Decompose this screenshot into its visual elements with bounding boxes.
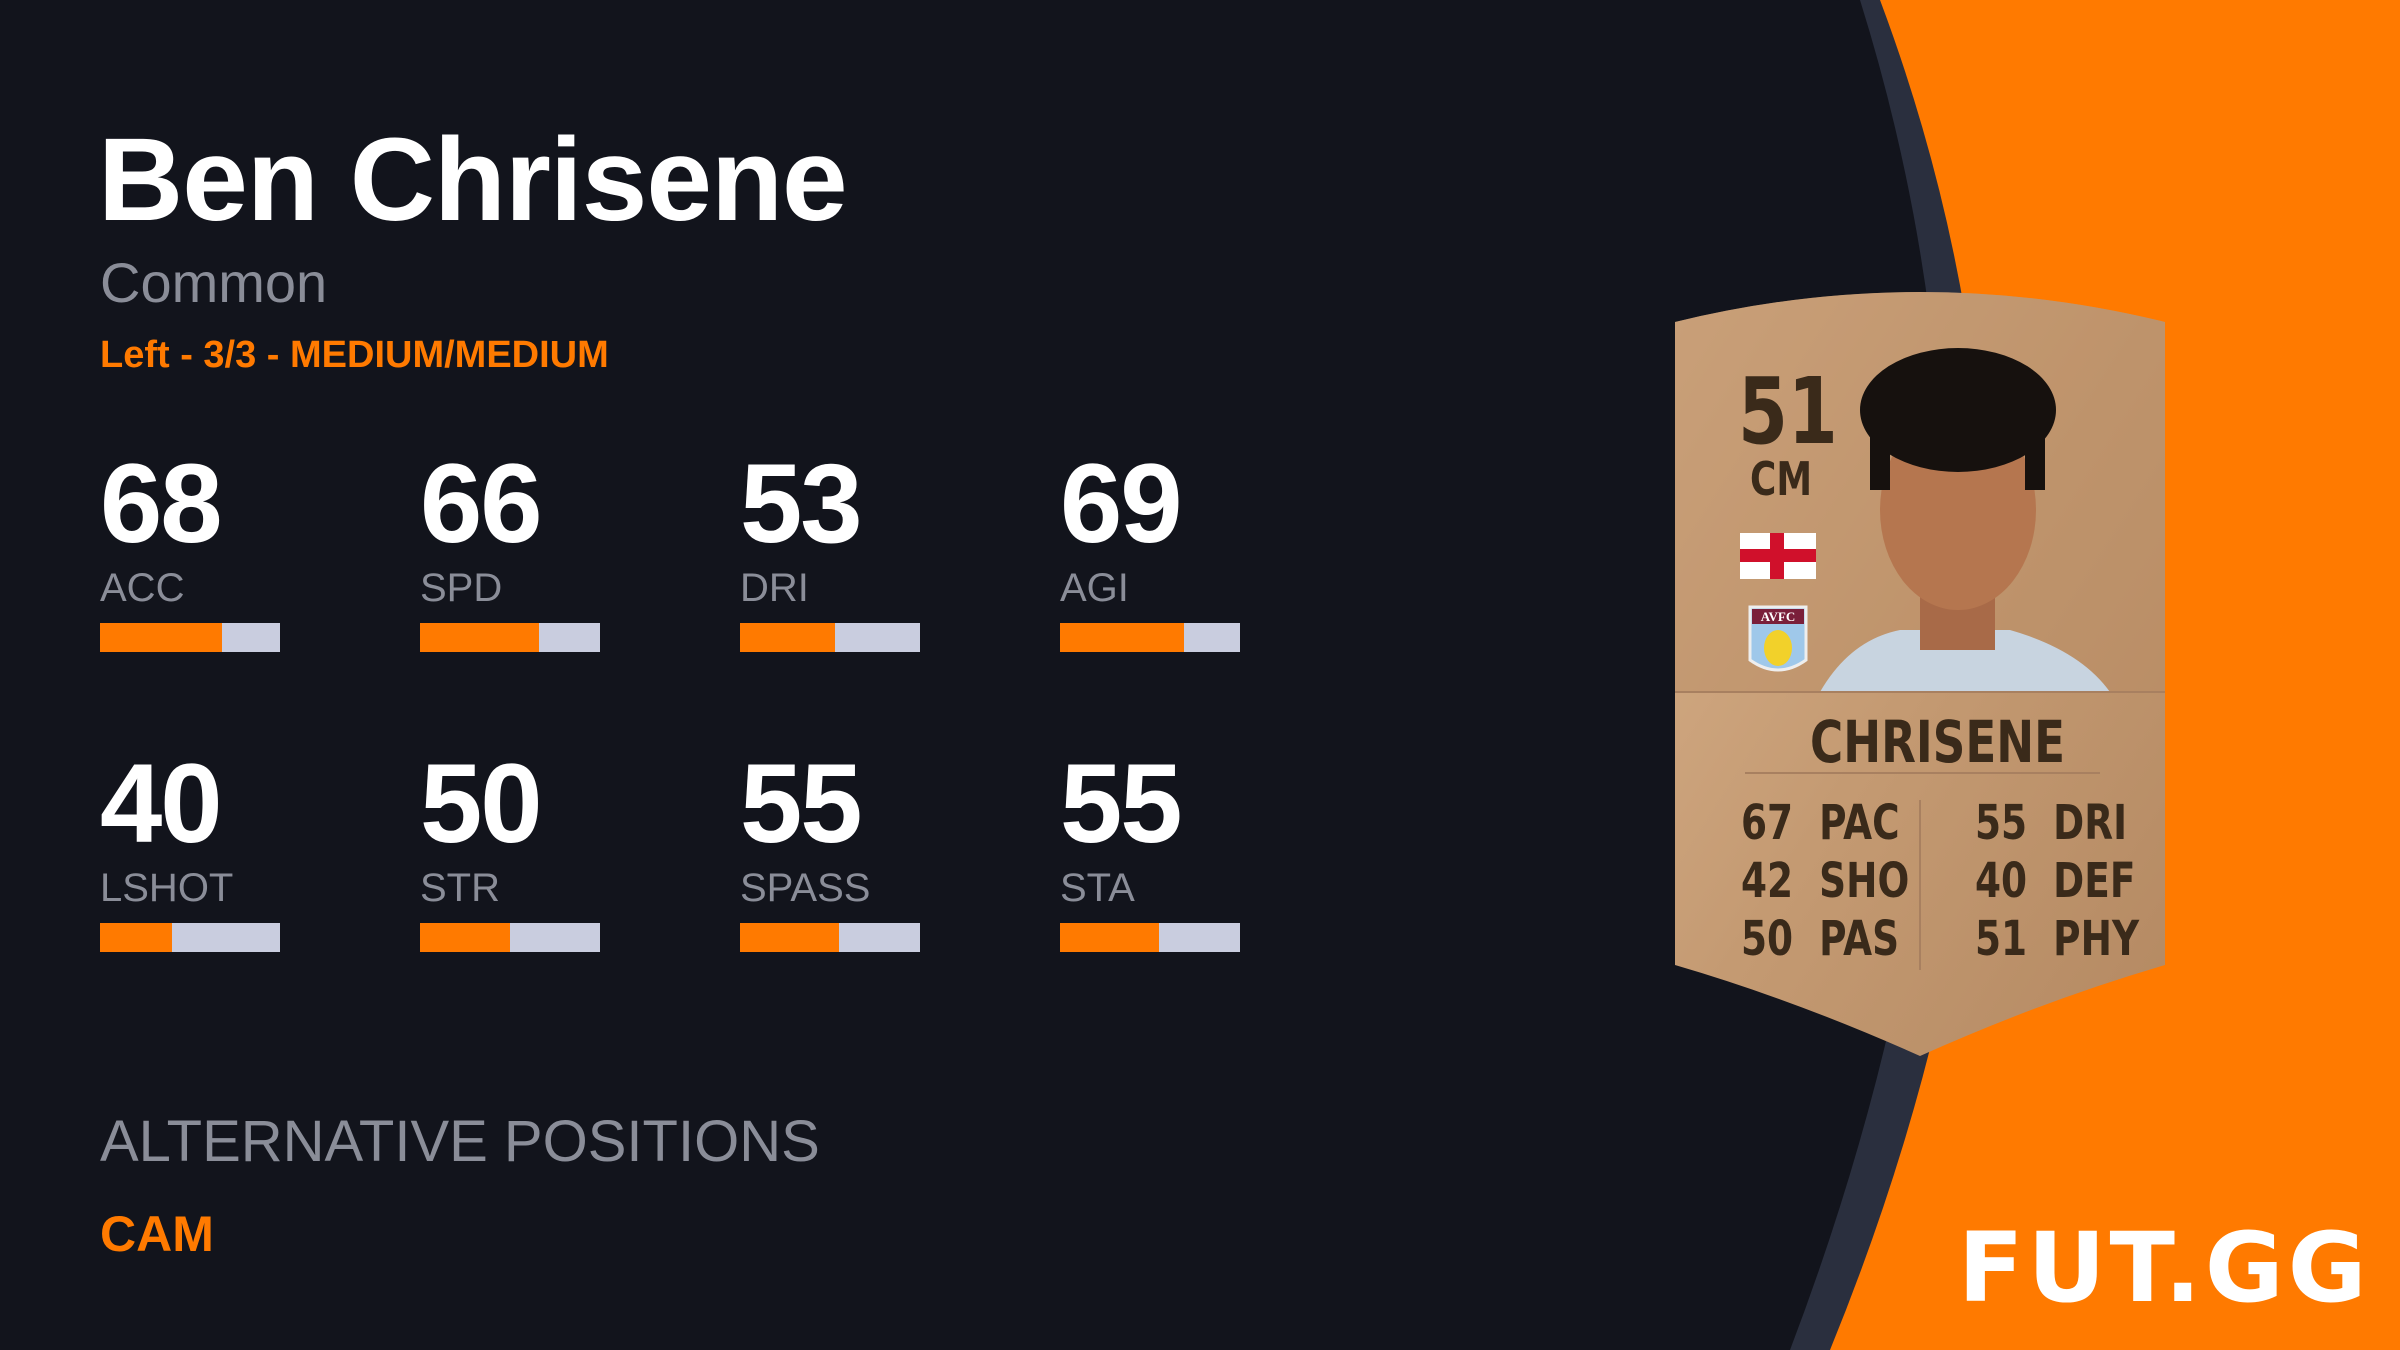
card-stat-label: PAC	[1819, 795, 1900, 851]
card-stat-label: SHO	[1819, 853, 1910, 909]
card-stat-pas: 50 PAS	[1741, 911, 1899, 967]
stat-value: 40	[100, 741, 223, 866]
alt-positions-title: ALTERNATIVE POSITIONS	[100, 1109, 820, 1174]
card-stat-value: 55	[1975, 795, 2028, 851]
stat-bar	[100, 923, 280, 952]
stat-bar-fill	[100, 923, 172, 952]
stat-label: SPASS	[740, 866, 871, 910]
futgg-logo: FUT.GG	[1958, 1212, 2371, 1324]
stat-bar	[420, 623, 600, 652]
alt-positions-value: CAM	[100, 1206, 214, 1262]
card-stat-dri: 55 DRI	[1975, 795, 2127, 851]
stat-bar-fill	[1060, 923, 1159, 952]
stat-bar-fill	[420, 623, 539, 652]
stat-label: AGI	[1060, 566, 1129, 610]
stat-bar	[740, 923, 920, 952]
stat-bar-fill	[740, 923, 839, 952]
stat-bar	[1060, 923, 1240, 952]
stat-agi: 69 AGI	[1060, 448, 1240, 652]
card-stat-label: DRI	[2053, 795, 2128, 851]
card-stat-def: 40 DEF	[1975, 853, 2135, 909]
card-stat-value: 42	[1741, 853, 1794, 909]
stat-bar	[740, 623, 920, 652]
card-stat-value: 51	[1975, 911, 2028, 967]
card-stat-phy: 51 PHY	[1975, 911, 2139, 967]
stat-label: DRI	[740, 566, 809, 610]
player-rarity: Common	[100, 251, 328, 314]
stat-value: 69	[1060, 441, 1183, 566]
card-position: CM	[1750, 452, 1813, 506]
card-player-name: CHRISENE	[1810, 708, 2065, 776]
club-badge-text: AVFC	[1761, 609, 1795, 624]
stat-label: SPD	[420, 566, 503, 610]
england-flag-icon	[1740, 533, 1816, 579]
stat-value: 50	[420, 741, 543, 866]
stat-value: 68	[100, 441, 223, 566]
stat-spd: 66 SPD	[420, 448, 600, 652]
stat-bar	[100, 623, 280, 652]
card-stat-sho: 42 SHO	[1741, 853, 1909, 909]
stat-str: 50 STR	[420, 748, 600, 952]
club-badge-icon: AVFC	[1748, 605, 1808, 672]
stat-bar-fill	[100, 623, 223, 652]
stat-label: ACC	[100, 566, 185, 610]
card-stat-pac: 67 PAC	[1741, 795, 1900, 851]
dark-panel	[0, 0, 1946, 1350]
card-stat-value: 50	[1741, 911, 1794, 967]
card-stat-value: 67	[1741, 795, 1794, 851]
stat-bar	[1060, 623, 1240, 652]
card-stat-label: PAS	[1819, 911, 1900, 967]
stat-label: STR	[420, 866, 500, 910]
card-stat-value: 40	[1975, 853, 2028, 909]
stat-value: 55	[740, 741, 863, 866]
stat-lshot: 40 LSHOT	[100, 748, 280, 952]
card-stat-label: PHY	[2053, 911, 2140, 967]
stat-bar	[420, 923, 600, 952]
stat-acc: 68 ACC	[100, 448, 280, 652]
card-rating: 51	[1738, 358, 1838, 465]
stat-label: LSHOT	[100, 866, 234, 910]
stat-value: 55	[1060, 741, 1183, 866]
stat-label: STA	[1060, 866, 1135, 910]
player-photo	[1820, 348, 2110, 692]
stat-sta: 55 STA	[1060, 748, 1240, 952]
stat-dri: 53 DRI	[740, 448, 920, 652]
stat-value: 53	[740, 441, 863, 566]
stat-spass: 55 SPASS	[740, 748, 920, 952]
stat-bar-fill	[1060, 623, 1185, 652]
card-stat-label: DEF	[2053, 853, 2136, 909]
stat-value: 66	[420, 441, 543, 566]
stat-bar-fill	[740, 623, 836, 652]
player-meta: Left - 3/3 - MEDIUM/MEDIUM	[100, 334, 609, 376]
stat-bar-fill	[420, 923, 510, 952]
player-name: Ben Chrisene	[98, 114, 848, 246]
